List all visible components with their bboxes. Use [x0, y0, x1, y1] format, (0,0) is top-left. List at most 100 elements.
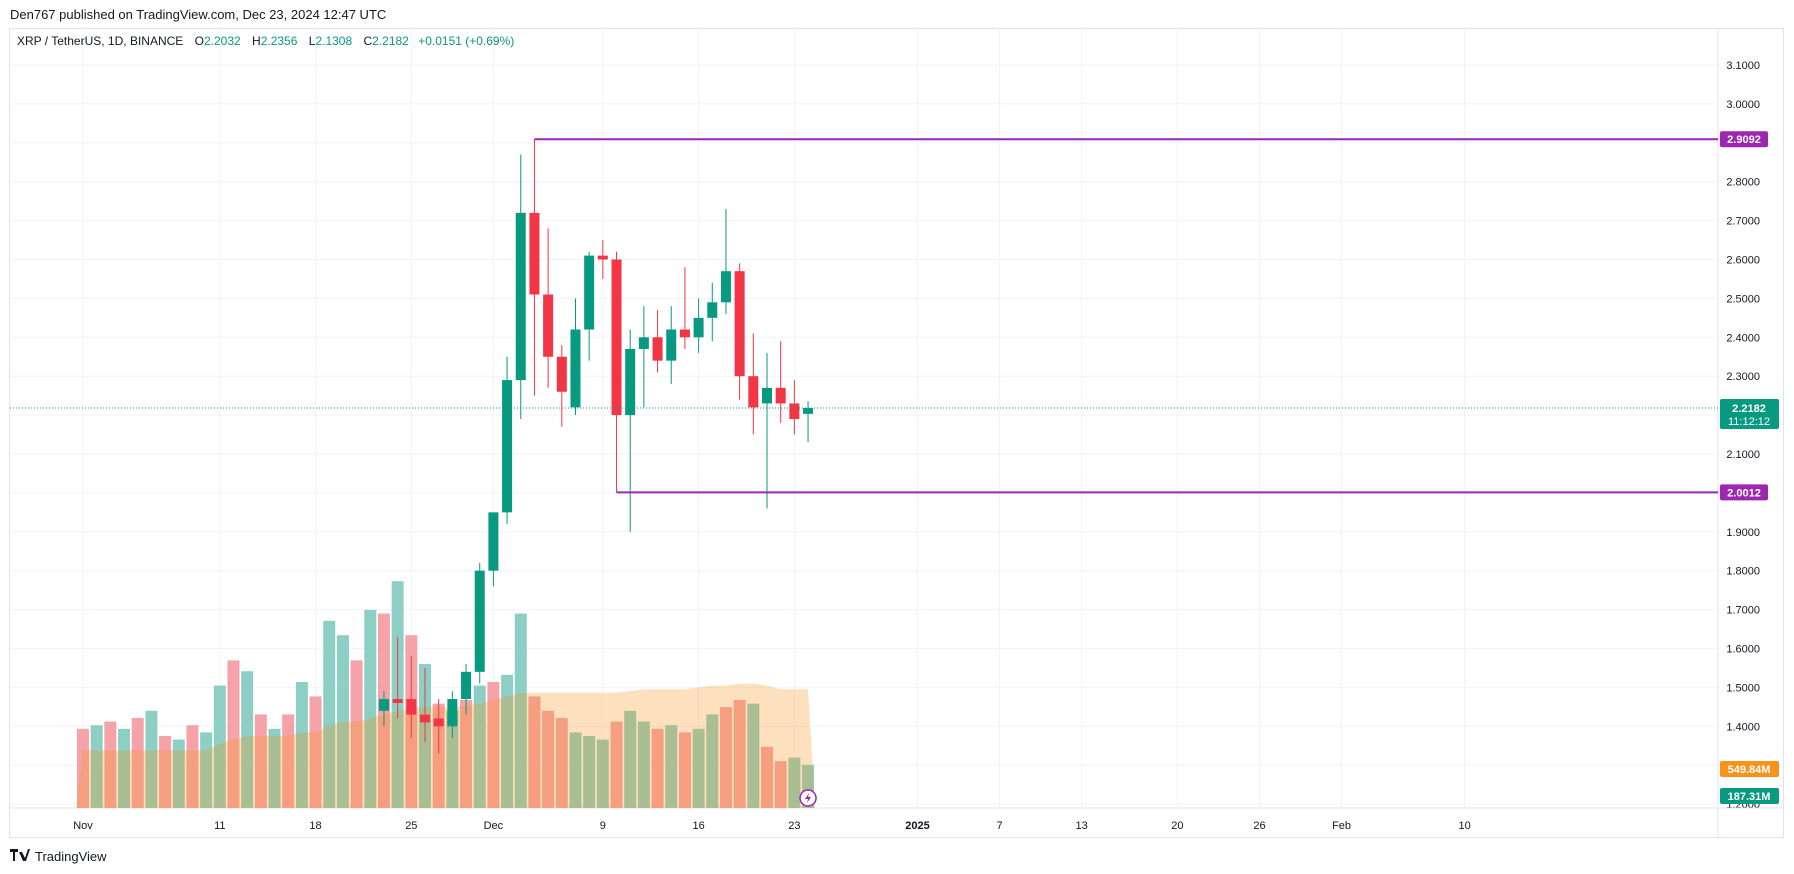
open-label: O	[194, 34, 204, 48]
candle-body	[584, 255, 595, 330]
x-tick-label: 13	[1076, 820, 1088, 832]
y-tick-label: 1.9000	[1726, 527, 1760, 539]
y-tick-label: 3.0000	[1726, 99, 1760, 111]
last-price-badge	[1720, 399, 1779, 430]
volume-bar	[665, 725, 678, 808]
chart-frame	[9, 28, 1784, 838]
candle-body	[775, 387, 786, 404]
high-label: H	[252, 34, 261, 48]
volume-badge-label: 549.84M	[1728, 764, 1771, 776]
x-tick-label: 9	[600, 820, 606, 832]
candle-body	[378, 699, 389, 711]
candle-body	[762, 387, 772, 404]
volume-bar	[104, 721, 117, 808]
close-value: 2.2182	[372, 34, 409, 48]
volume-bar	[583, 736, 596, 808]
volume-badge	[1720, 761, 1779, 777]
volume-bar	[706, 714, 719, 808]
level-badge	[1720, 131, 1768, 148]
x-tick-label: 16	[692, 820, 704, 832]
candle-body	[652, 337, 663, 361]
high-value: 2.2356	[260, 34, 298, 48]
countdown-label: 11:12:12	[1728, 416, 1770, 428]
candle-body	[707, 302, 718, 318]
change-value: +0.0151 (+0.69%)	[418, 34, 515, 48]
candle-body	[433, 718, 444, 727]
volume-bar	[514, 613, 527, 808]
x-tick-label: 25	[405, 820, 417, 832]
volume-bar	[501, 674, 514, 808]
y-tick-label: 1.7000	[1726, 605, 1760, 617]
tradingview-brand[interactable]: TradingView	[10, 848, 107, 864]
volume-bar	[446, 710, 459, 808]
candle-body	[529, 212, 540, 295]
y-tick-label: 3.1000	[1726, 60, 1760, 72]
candle-body	[543, 294, 554, 357]
volume-bar	[528, 696, 541, 808]
volume-bar	[159, 736, 172, 808]
symbol-legend[interactable]: XRP / TetherUS, 1D, BINANCE O2.2032 H2.2…	[17, 34, 514, 48]
volume-bar	[295, 682, 308, 808]
volume-bar	[282, 714, 295, 808]
candle-body	[611, 259, 622, 416]
y-tick-label: 2.3000	[1726, 371, 1760, 383]
candle-body	[392, 699, 403, 703]
volume-badge-label: 187.31M	[1728, 791, 1771, 803]
x-tick-label: Nov	[73, 820, 93, 832]
volume-bar	[473, 685, 486, 808]
candle-body	[474, 570, 485, 672]
y-tick-label: 2.8000	[1726, 177, 1760, 189]
volume-bar	[555, 718, 568, 808]
volume-bar	[131, 718, 144, 808]
y-tick-label: 2.7000	[1726, 216, 1760, 228]
volume-bar	[637, 721, 650, 808]
volume-bar	[542, 710, 555, 808]
volume-bar	[350, 660, 363, 808]
volume-bar	[336, 635, 349, 808]
y-tick-label: 1.8000	[1726, 566, 1760, 578]
volume-bar	[788, 757, 801, 808]
symbol-label: XRP / TetherUS, 1D, BINANCE	[17, 34, 184, 48]
volume-bar	[268, 728, 281, 808]
last-price-label: 2.2182	[1732, 403, 1766, 415]
volume-bar	[145, 710, 158, 808]
candle-body	[789, 403, 800, 419]
volume-bar	[227, 660, 240, 808]
x-tick-label: 26	[1253, 820, 1265, 832]
volume-bar	[213, 685, 226, 808]
candle-body	[748, 376, 759, 408]
lightning-glyph	[805, 793, 812, 803]
x-tick-label: 20	[1171, 820, 1183, 832]
volume-bar	[774, 761, 787, 808]
volume-bar	[432, 703, 445, 808]
level-badge-label: 2.9092	[1727, 134, 1761, 146]
x-tick-label: 7	[996, 820, 1002, 832]
volume-badge	[1720, 788, 1779, 804]
candle-body	[570, 329, 581, 408]
volume-bar	[90, 725, 103, 808]
candle-body	[679, 329, 690, 338]
volume-bar	[309, 696, 322, 808]
candle-body	[625, 348, 636, 416]
volume-bar	[747, 703, 760, 808]
candle-body	[502, 380, 513, 513]
volume-bar	[624, 710, 637, 808]
low-label: L	[308, 34, 316, 48]
candle-body	[461, 671, 472, 700]
close-label: C	[363, 34, 373, 48]
volume-bar	[77, 728, 89, 808]
volume-bar	[186, 725, 199, 808]
x-tick-label: 18	[309, 820, 321, 832]
candle-body	[556, 356, 567, 392]
volume-bar	[692, 728, 705, 808]
volume-bar	[364, 610, 377, 808]
low-value: 2.1308	[315, 34, 353, 48]
candle-body	[420, 714, 430, 723]
candle-body	[720, 271, 731, 303]
candle-body	[666, 329, 677, 361]
x-tick-label: 11	[214, 820, 225, 832]
volume-bar	[596, 739, 609, 808]
volume-bar	[678, 732, 691, 808]
x-tick-label: 10	[1459, 820, 1471, 832]
